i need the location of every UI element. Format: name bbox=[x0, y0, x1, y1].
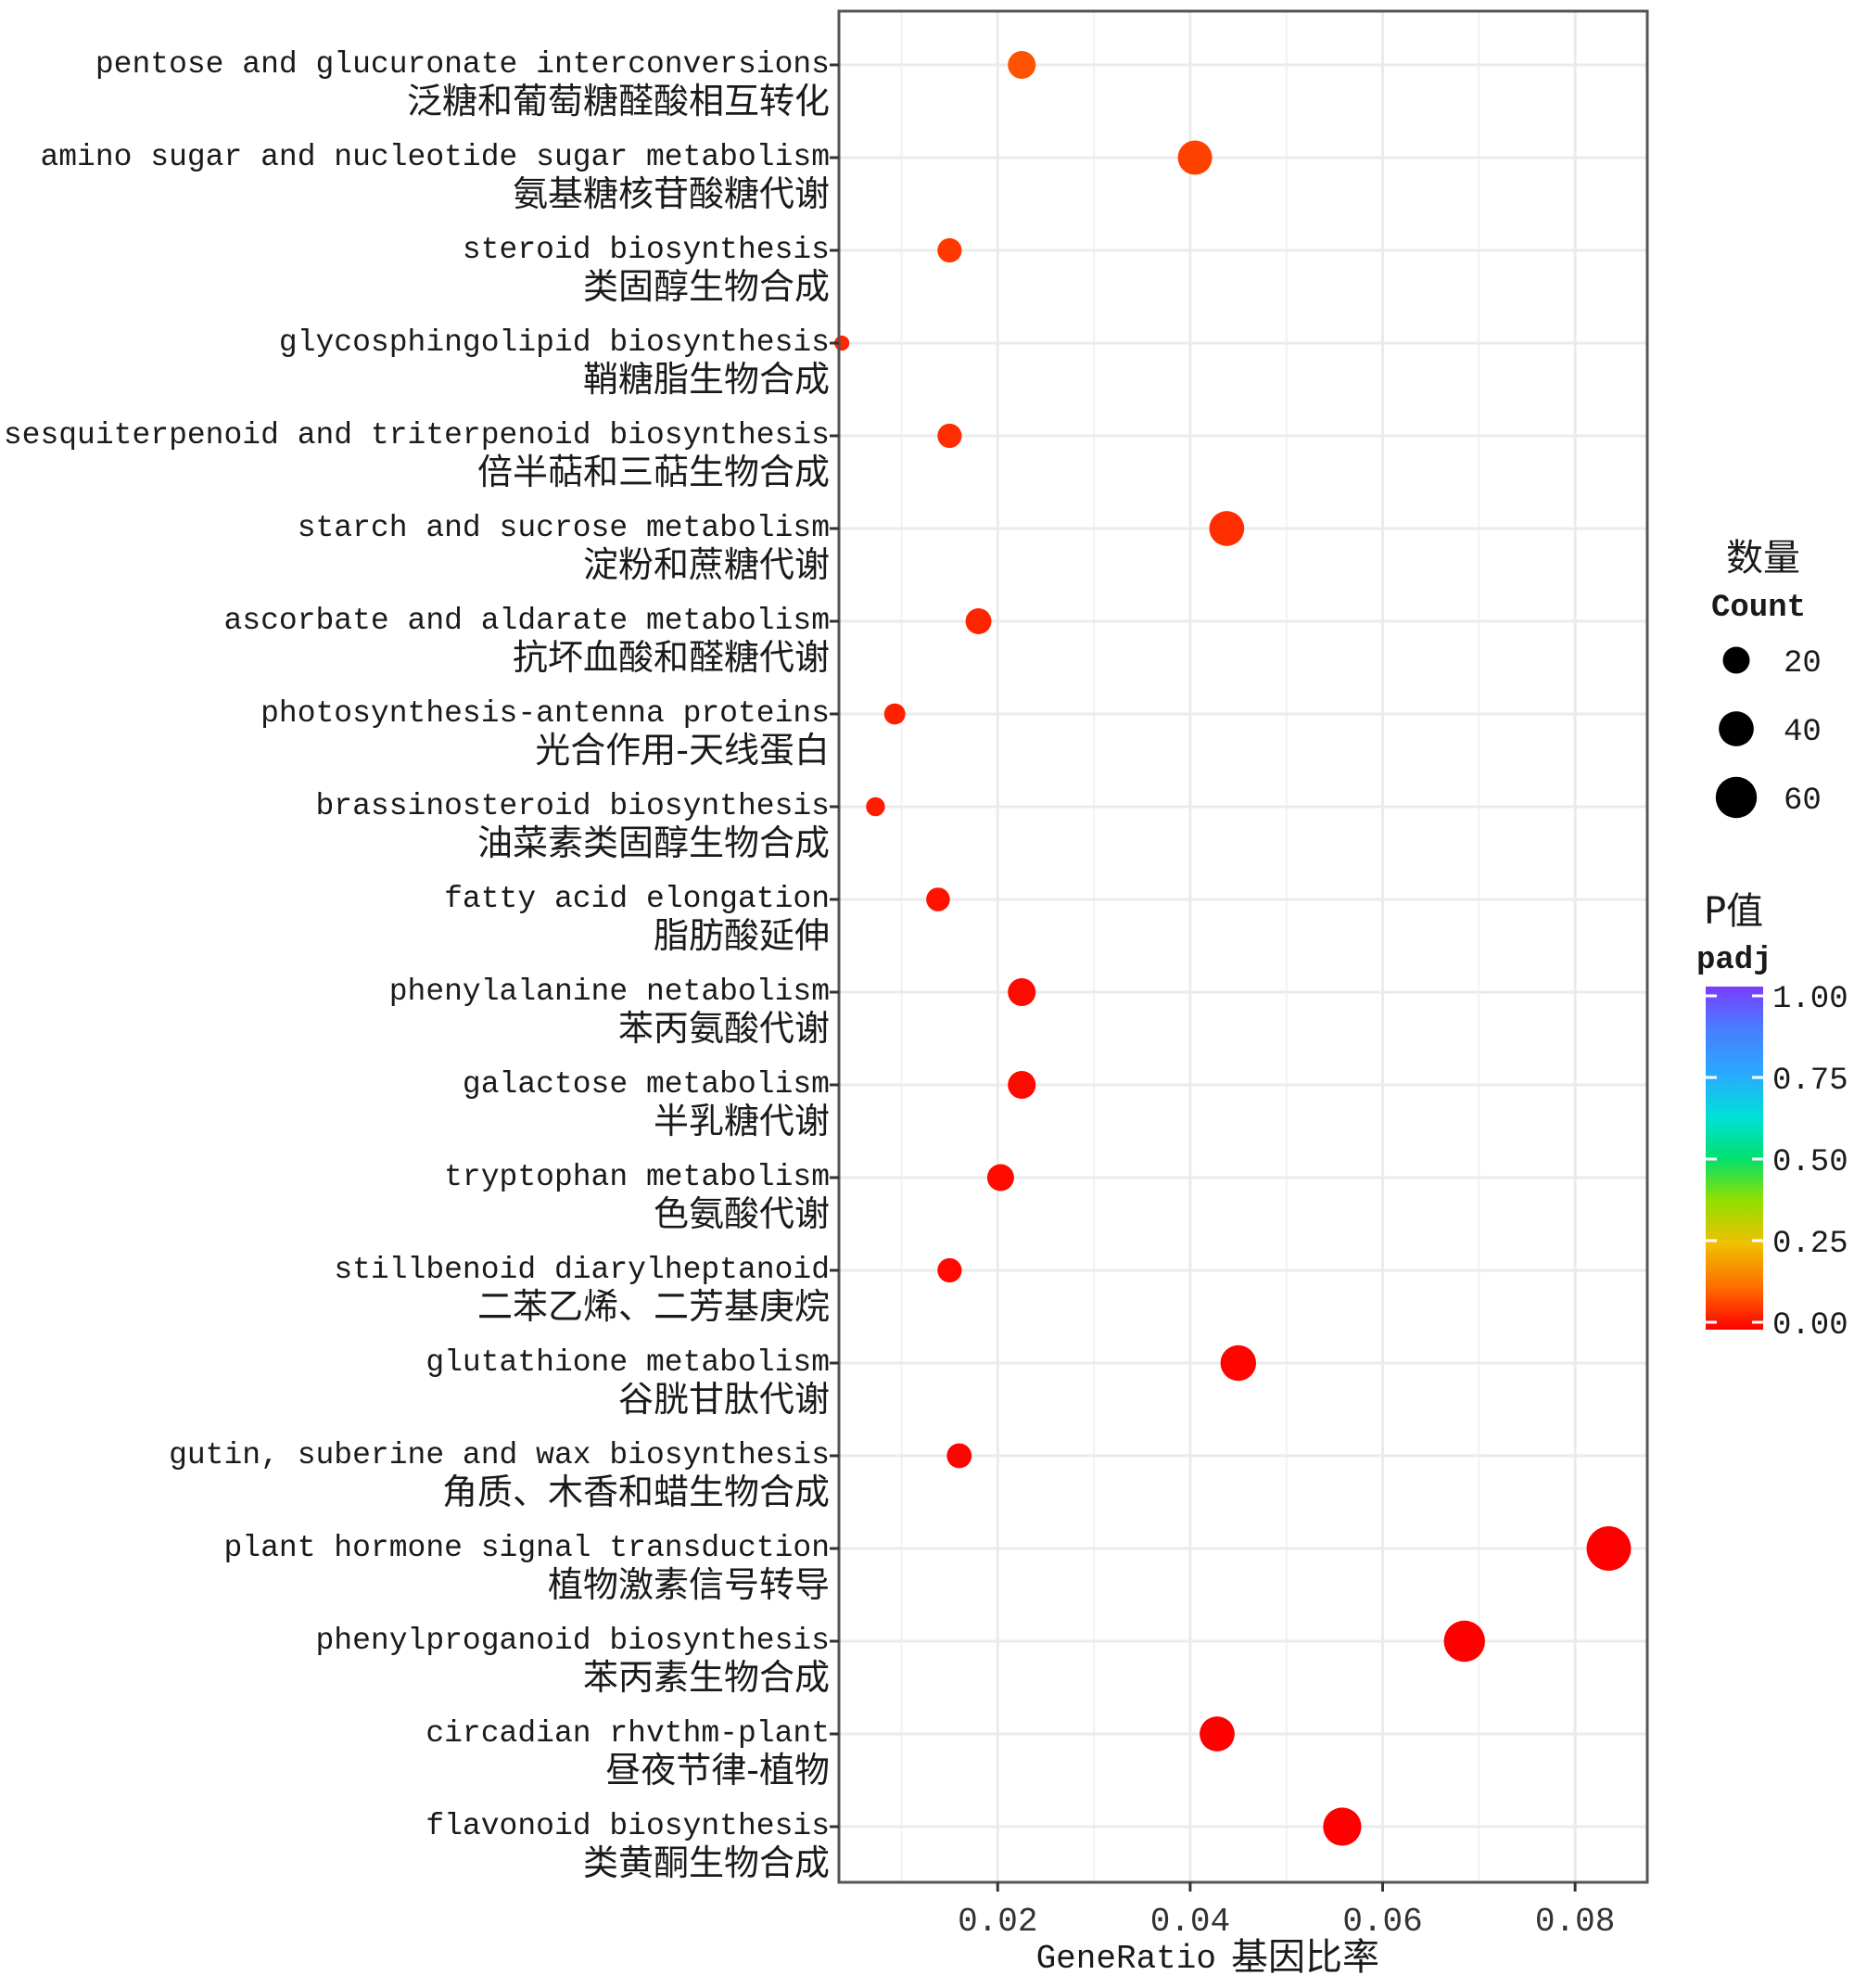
x-tick-label: 0.02 bbox=[958, 1903, 1037, 1941]
x-axis-title: GeneRatio 基因比率 bbox=[1036, 1936, 1379, 1979]
data-point bbox=[937, 1257, 962, 1283]
data-point bbox=[883, 703, 906, 725]
size-legend-label: 20 bbox=[1784, 646, 1822, 682]
y-label-cn: 光合作用-天线蛋白 bbox=[535, 730, 830, 771]
size-legend: 数量 Count 20 40 60 bbox=[1711, 537, 1822, 819]
y-label-cn: 角质、木香和蜡生物合成 bbox=[442, 1472, 830, 1512]
data-point bbox=[937, 423, 962, 449]
x-axis-ticks: 0.02 0.04 0.06 0.08 bbox=[958, 1882, 1615, 1941]
y-label-cn: 半乳糖代谢 bbox=[654, 1101, 830, 1141]
y-label-en: gutin, suberine and wax biosynthesis bbox=[169, 1438, 830, 1472]
y-label-en: glutathione metabolism bbox=[425, 1345, 830, 1380]
size-legend-key bbox=[1719, 711, 1754, 746]
y-axis-labels: pentose and glucuronate interconversions… bbox=[4, 47, 839, 1883]
data-point bbox=[866, 796, 885, 817]
data-point bbox=[1443, 1620, 1485, 1663]
y-label-cn: 鞘糖脂生物合成 bbox=[583, 359, 830, 400]
data-points bbox=[834, 50, 1632, 1846]
y-label-cn: 苯丙素生物合成 bbox=[583, 1657, 830, 1698]
color-legend-title-cn: P值 bbox=[1704, 890, 1763, 933]
color-legend-label: 0.25 bbox=[1772, 1227, 1848, 1262]
y-label-en: starch and sucrose metabolism bbox=[298, 511, 830, 545]
y-label-cn: 植物激素信号转导 bbox=[548, 1564, 830, 1605]
color-legend-label: 0.00 bbox=[1772, 1308, 1848, 1344]
data-point bbox=[1323, 1807, 1362, 1846]
data-point bbox=[1008, 977, 1036, 1007]
y-label-cn: 二苯乙烯、二芳基庚烷 bbox=[477, 1286, 830, 1327]
x-axis-title-en: GeneRatio bbox=[1036, 1940, 1216, 1978]
y-label-en: circadian rhvthm-plant bbox=[425, 1716, 830, 1751]
size-legend-key bbox=[1722, 646, 1750, 674]
y-label-en: pentose and glucuronate interconversions bbox=[95, 47, 830, 82]
y-label-en: flavonoid biosynthesis bbox=[425, 1809, 830, 1843]
data-point bbox=[937, 237, 962, 263]
y-label-cn: 泛糖和葡萄糖醛酸相互转化 bbox=[407, 81, 830, 121]
data-point bbox=[1008, 50, 1036, 80]
y-label-cn: 类黄酮生物合成 bbox=[583, 1842, 830, 1883]
y-label-en: ascorbate and aldarate metabolism bbox=[223, 604, 830, 638]
color-legend-title-en: padj bbox=[1696, 943, 1772, 978]
y-label-cn: 倍半萜和三萜生物合成 bbox=[477, 452, 830, 492]
y-label-en: amino sugar and nucleotide sugar metabol… bbox=[40, 140, 830, 174]
data-point bbox=[1200, 1716, 1235, 1752]
y-label-cn: 昼夜节律-植物 bbox=[605, 1750, 830, 1790]
size-legend-key bbox=[1715, 776, 1758, 819]
y-label-cn: 氨基糖核苷酸糖代谢 bbox=[513, 173, 830, 214]
data-point bbox=[1586, 1526, 1632, 1571]
y-label-en: phenylproganoid biosynthesis bbox=[316, 1624, 831, 1658]
x-tick-label: 0.04 bbox=[1150, 1903, 1230, 1941]
y-label-en: glycosphingolipid biosynthesis bbox=[279, 325, 830, 360]
data-point bbox=[1209, 511, 1245, 546]
color-legend-label: 0.50 bbox=[1772, 1145, 1848, 1180]
x-tick-label: 0.06 bbox=[1342, 1903, 1422, 1941]
data-point bbox=[926, 887, 950, 911]
y-label-cn: 油菜素类固醇生物合成 bbox=[477, 822, 830, 863]
y-label-en: photosynthesis-antenna proteins bbox=[260, 696, 830, 731]
y-label-cn: 苯丙氨酸代谢 bbox=[618, 1008, 830, 1049]
y-label-en: phenylalanine netabolism bbox=[389, 975, 830, 1009]
size-legend-label: 40 bbox=[1784, 715, 1822, 750]
size-legend-label: 60 bbox=[1784, 784, 1822, 819]
plot-panel-border bbox=[837, 9, 1649, 1884]
data-point bbox=[965, 608, 992, 634]
data-point bbox=[946, 1443, 972, 1469]
y-label-en: tryptophan metabolism bbox=[444, 1160, 830, 1194]
y-label-en: stillbenoid diarylheptanoid bbox=[334, 1253, 830, 1287]
data-point bbox=[1008, 1070, 1036, 1100]
y-label-cn: 谷胱甘肽代谢 bbox=[618, 1379, 830, 1420]
y-label-cn: 抗坏血酸和醛糖代谢 bbox=[513, 637, 830, 678]
y-label-en: galactose metabolism bbox=[463, 1067, 830, 1102]
y-label-en: sesquiterpenoid and triterpenoid biosynt… bbox=[4, 418, 830, 452]
y-label-cn: 脂肪酸延伸 bbox=[654, 915, 830, 956]
y-label-cn: 淀粉和蔗糖代谢 bbox=[583, 544, 830, 585]
y-label-cn: 色氨酸代谢 bbox=[654, 1193, 830, 1234]
y-label-cn: 类固醇生物合成 bbox=[583, 266, 830, 307]
y-label-en: plant hormone signal transduction bbox=[223, 1531, 830, 1565]
x-tick-label: 0.08 bbox=[1535, 1903, 1615, 1941]
data-point bbox=[1220, 1344, 1257, 1382]
color-legend: P值 padj 1.00 0.75 0.50 0.25 0.00 bbox=[1696, 890, 1848, 1344]
color-legend-label: 0.75 bbox=[1772, 1064, 1848, 1099]
x-axis-title-cn: 基因比率 bbox=[1231, 1936, 1379, 1979]
data-point bbox=[1177, 140, 1213, 175]
y-label-en: brassinosteroid biosynthesis bbox=[316, 789, 831, 823]
size-legend-title-en: Count bbox=[1711, 591, 1806, 626]
data-point bbox=[986, 1164, 1014, 1192]
color-legend-label: 1.00 bbox=[1772, 982, 1848, 1017]
y-label-en: steroid biosynthesis bbox=[463, 233, 830, 267]
y-label-en: fatty acid elongation bbox=[444, 882, 830, 916]
plot-panel bbox=[839, 11, 1647, 1882]
size-legend-title-cn: 数量 bbox=[1726, 537, 1800, 580]
